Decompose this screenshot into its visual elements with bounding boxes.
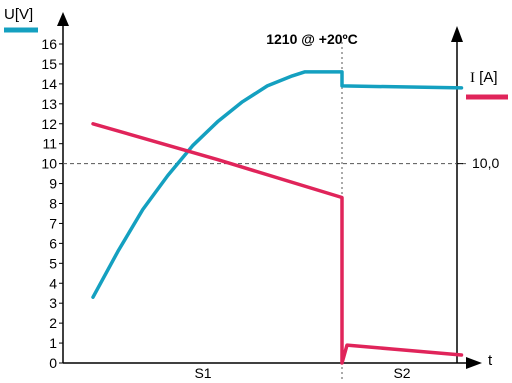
reference-value-label: 10,0 [472, 155, 499, 171]
current-series-line [91, 122, 464, 365]
left-axis-tick-label: 3 [49, 295, 57, 311]
left-axis-label: U[V] [4, 6, 33, 23]
phase-label-s1: S1 [194, 365, 211, 381]
right-axis-label: I [A] [470, 69, 498, 86]
left-axis-tick-label: 16 [41, 36, 57, 52]
x-axis-arrowhead [466, 357, 482, 369]
left-axis-arrowhead [57, 12, 69, 26]
left-axis-tick-label: 8 [49, 196, 57, 212]
right-axis-label-symbol: I [470, 70, 475, 86]
left-axis-tick-label: 12 [41, 116, 57, 132]
voltage-series-line [91, 70, 464, 299]
left-axis-tick-label: 1 [49, 335, 57, 351]
left-axis-tick-label: 14 [41, 76, 57, 92]
phase-label-s2: S2 [393, 365, 410, 381]
left-axis-tick-label: 4 [49, 275, 57, 291]
left-axis-tick-label: 7 [49, 215, 57, 231]
left-axis-tick-label: 5 [49, 255, 57, 271]
left-axis-tick-label: 6 [49, 235, 57, 251]
left-axis-tick-label: 2 [49, 315, 57, 331]
left-axis-tick-label: 13 [41, 96, 57, 112]
series-group [91, 70, 464, 365]
left-axis-tick-label: 11 [42, 136, 57, 152]
right-axis-label-unit: [A] [475, 69, 498, 86]
right-axis-arrowhead [451, 26, 463, 42]
left-axis-tick-label: 10 [41, 156, 57, 172]
left-axis-tick-label: 15 [41, 56, 57, 72]
left-axis-tick-label: 9 [49, 176, 57, 192]
x-axis-label: t [488, 352, 493, 369]
chart-title: 1210 @ +20ºC [266, 31, 358, 47]
axes [4, 12, 508, 380]
left-axis-tick-label: 0 [49, 355, 57, 371]
